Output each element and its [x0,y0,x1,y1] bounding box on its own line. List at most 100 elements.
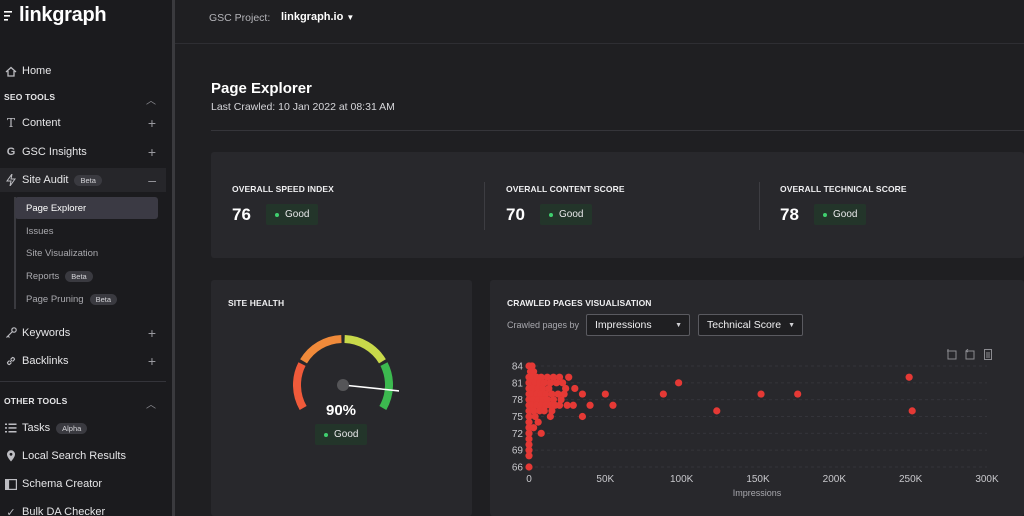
score-label: OVERALL SPEED INDEX [232,184,334,194]
data-point[interactable] [569,401,577,409]
sidebar-subitem-site-visualization[interactable]: Site Visualization [15,242,158,264]
data-point[interactable] [757,390,765,398]
data-point[interactable] [659,390,667,398]
data-point[interactable] [531,412,539,421]
data-point[interactable] [525,418,533,426]
data-point[interactable] [525,440,533,449]
data-point[interactable] [525,429,533,437]
plus-icon[interactable]: + [147,144,156,160]
sidebar-subitem-page-pruning[interactable]: Page Pruning Beta [15,288,158,310]
data-point[interactable] [525,446,533,454]
data-point[interactable] [578,412,587,421]
chevron-up-icon[interactable]: ︿ [146,400,156,411]
data-point[interactable] [539,384,547,393]
data-point[interactable] [529,424,538,432]
data-point[interactable] [545,384,553,393]
sidebar-item-bulk-da[interactable]: ✓ Bulk DA Checker [0,500,166,516]
data-point[interactable] [542,390,550,398]
plus-icon[interactable]: + [147,115,156,131]
data-point[interactable] [794,390,802,398]
y-axis-select[interactable]: Technical Score ▼ [698,314,803,336]
sidebar-subitem-label: Page Explorer [26,202,87,214]
minus-icon[interactable]: – [148,172,156,188]
sidebar-item-home[interactable]: Home [0,59,166,83]
site-health-panel: SITE HEALTH 90% Good [211,280,472,516]
data-point[interactable] [529,368,538,376]
data-point[interactable] [546,379,554,387]
data-point[interactable] [546,412,554,421]
score-label: OVERALL TECHNICAL SCORE [780,184,907,194]
zoom-box-icon[interactable] [947,349,957,360]
section-other-tools: OTHER TOOLS [4,396,68,406]
data-point[interactable] [528,362,536,370]
data-point[interactable] [562,384,570,393]
caret-down-icon: ▼ [675,321,682,329]
scores-card: OVERALL SPEED INDEX 76 Good OVERALL CONT… [211,152,1024,258]
data-point[interactable] [529,407,538,415]
data-point[interactable] [908,407,916,415]
plus-icon[interactable]: + [147,353,156,369]
data-point[interactable] [555,401,564,409]
data-point[interactable] [540,379,548,387]
data-point[interactable] [578,390,587,398]
status-badge: Good [814,204,867,225]
gsc-project-select[interactable]: linkgraph.io ▼ [281,11,354,23]
data-point[interactable] [543,373,551,381]
data-point[interactable] [537,429,545,437]
sidebar-item-keywords[interactable]: Keywords + [0,321,166,345]
data-point[interactable] [601,390,609,398]
data-point[interactable] [525,452,533,460]
top-bar: GSC Project: linkgraph.io ▼ [175,0,1024,44]
data-point[interactable] [560,390,568,398]
sidebar-subitem-label: Site Visualization [26,247,99,259]
data-point[interactable] [563,401,571,409]
data-point[interactable] [537,373,545,381]
sidebar-item-tasks[interactable]: Tasks Alpha [0,416,166,440]
data-point[interactable] [548,407,556,415]
data-point[interactable] [557,396,565,404]
data-point[interactable] [534,418,542,426]
data-point[interactable] [905,373,913,381]
data-point[interactable] [554,390,562,398]
sidebar-scrollbar[interactable] [172,0,175,516]
sidebar-subitem-issues[interactable]: Issues [15,220,158,242]
status-text: Good [559,209,584,220]
data-point[interactable] [571,384,579,393]
sidebar-item-content[interactable]: T Content + [0,111,166,135]
data-point[interactable] [540,407,548,415]
data-point[interactable] [525,412,533,421]
data-point[interactable] [675,379,683,387]
sidebar-item-gsc-insights[interactable]: G GSC Insights + [0,140,166,164]
sidebar-item-local-search[interactable]: Local Search Results [0,444,166,468]
logo[interactable]: linkgraph [4,4,107,27]
beta-badge: Beta [89,293,118,305]
data-point[interactable] [555,373,564,381]
sidebar-item-schema-creator[interactable]: Schema Creator [0,472,166,496]
data-point[interactable] [552,379,561,387]
sidebar-item-site-audit[interactable]: Site Audit Beta – [0,168,166,192]
sidebar-subitem-reports[interactable]: Reports Beta [15,265,158,287]
plus-icon[interactable]: + [147,325,156,341]
data-point[interactable] [543,396,551,404]
zoom-reset-icon[interactable] [965,349,975,360]
data-point[interactable] [548,390,556,398]
data-point[interactable] [558,379,567,387]
sidebar-subitem-page-explorer[interactable]: Page Explorer [15,197,158,219]
beta-badge: Beta [65,270,93,282]
data-point[interactable] [713,407,721,415]
sidebar-item-backlinks[interactable]: Backlinks + [0,349,166,373]
data-point[interactable] [609,401,617,409]
data-point[interactable] [525,463,533,471]
data-point[interactable] [565,373,573,381]
gsc-project-value: linkgraph.io [281,11,344,23]
data-point[interactable] [586,401,594,409]
data-point[interactable] [525,435,533,443]
data-point[interactable] [529,384,537,393]
download-icon[interactable] [983,349,993,360]
chevron-up-icon[interactable]: ︿ [146,96,156,107]
select-value: Technical Score [707,319,782,331]
x-axis-select[interactable]: Impressions ▼ [586,314,690,336]
data-point[interactable] [549,396,558,404]
data-point[interactable] [549,373,558,381]
